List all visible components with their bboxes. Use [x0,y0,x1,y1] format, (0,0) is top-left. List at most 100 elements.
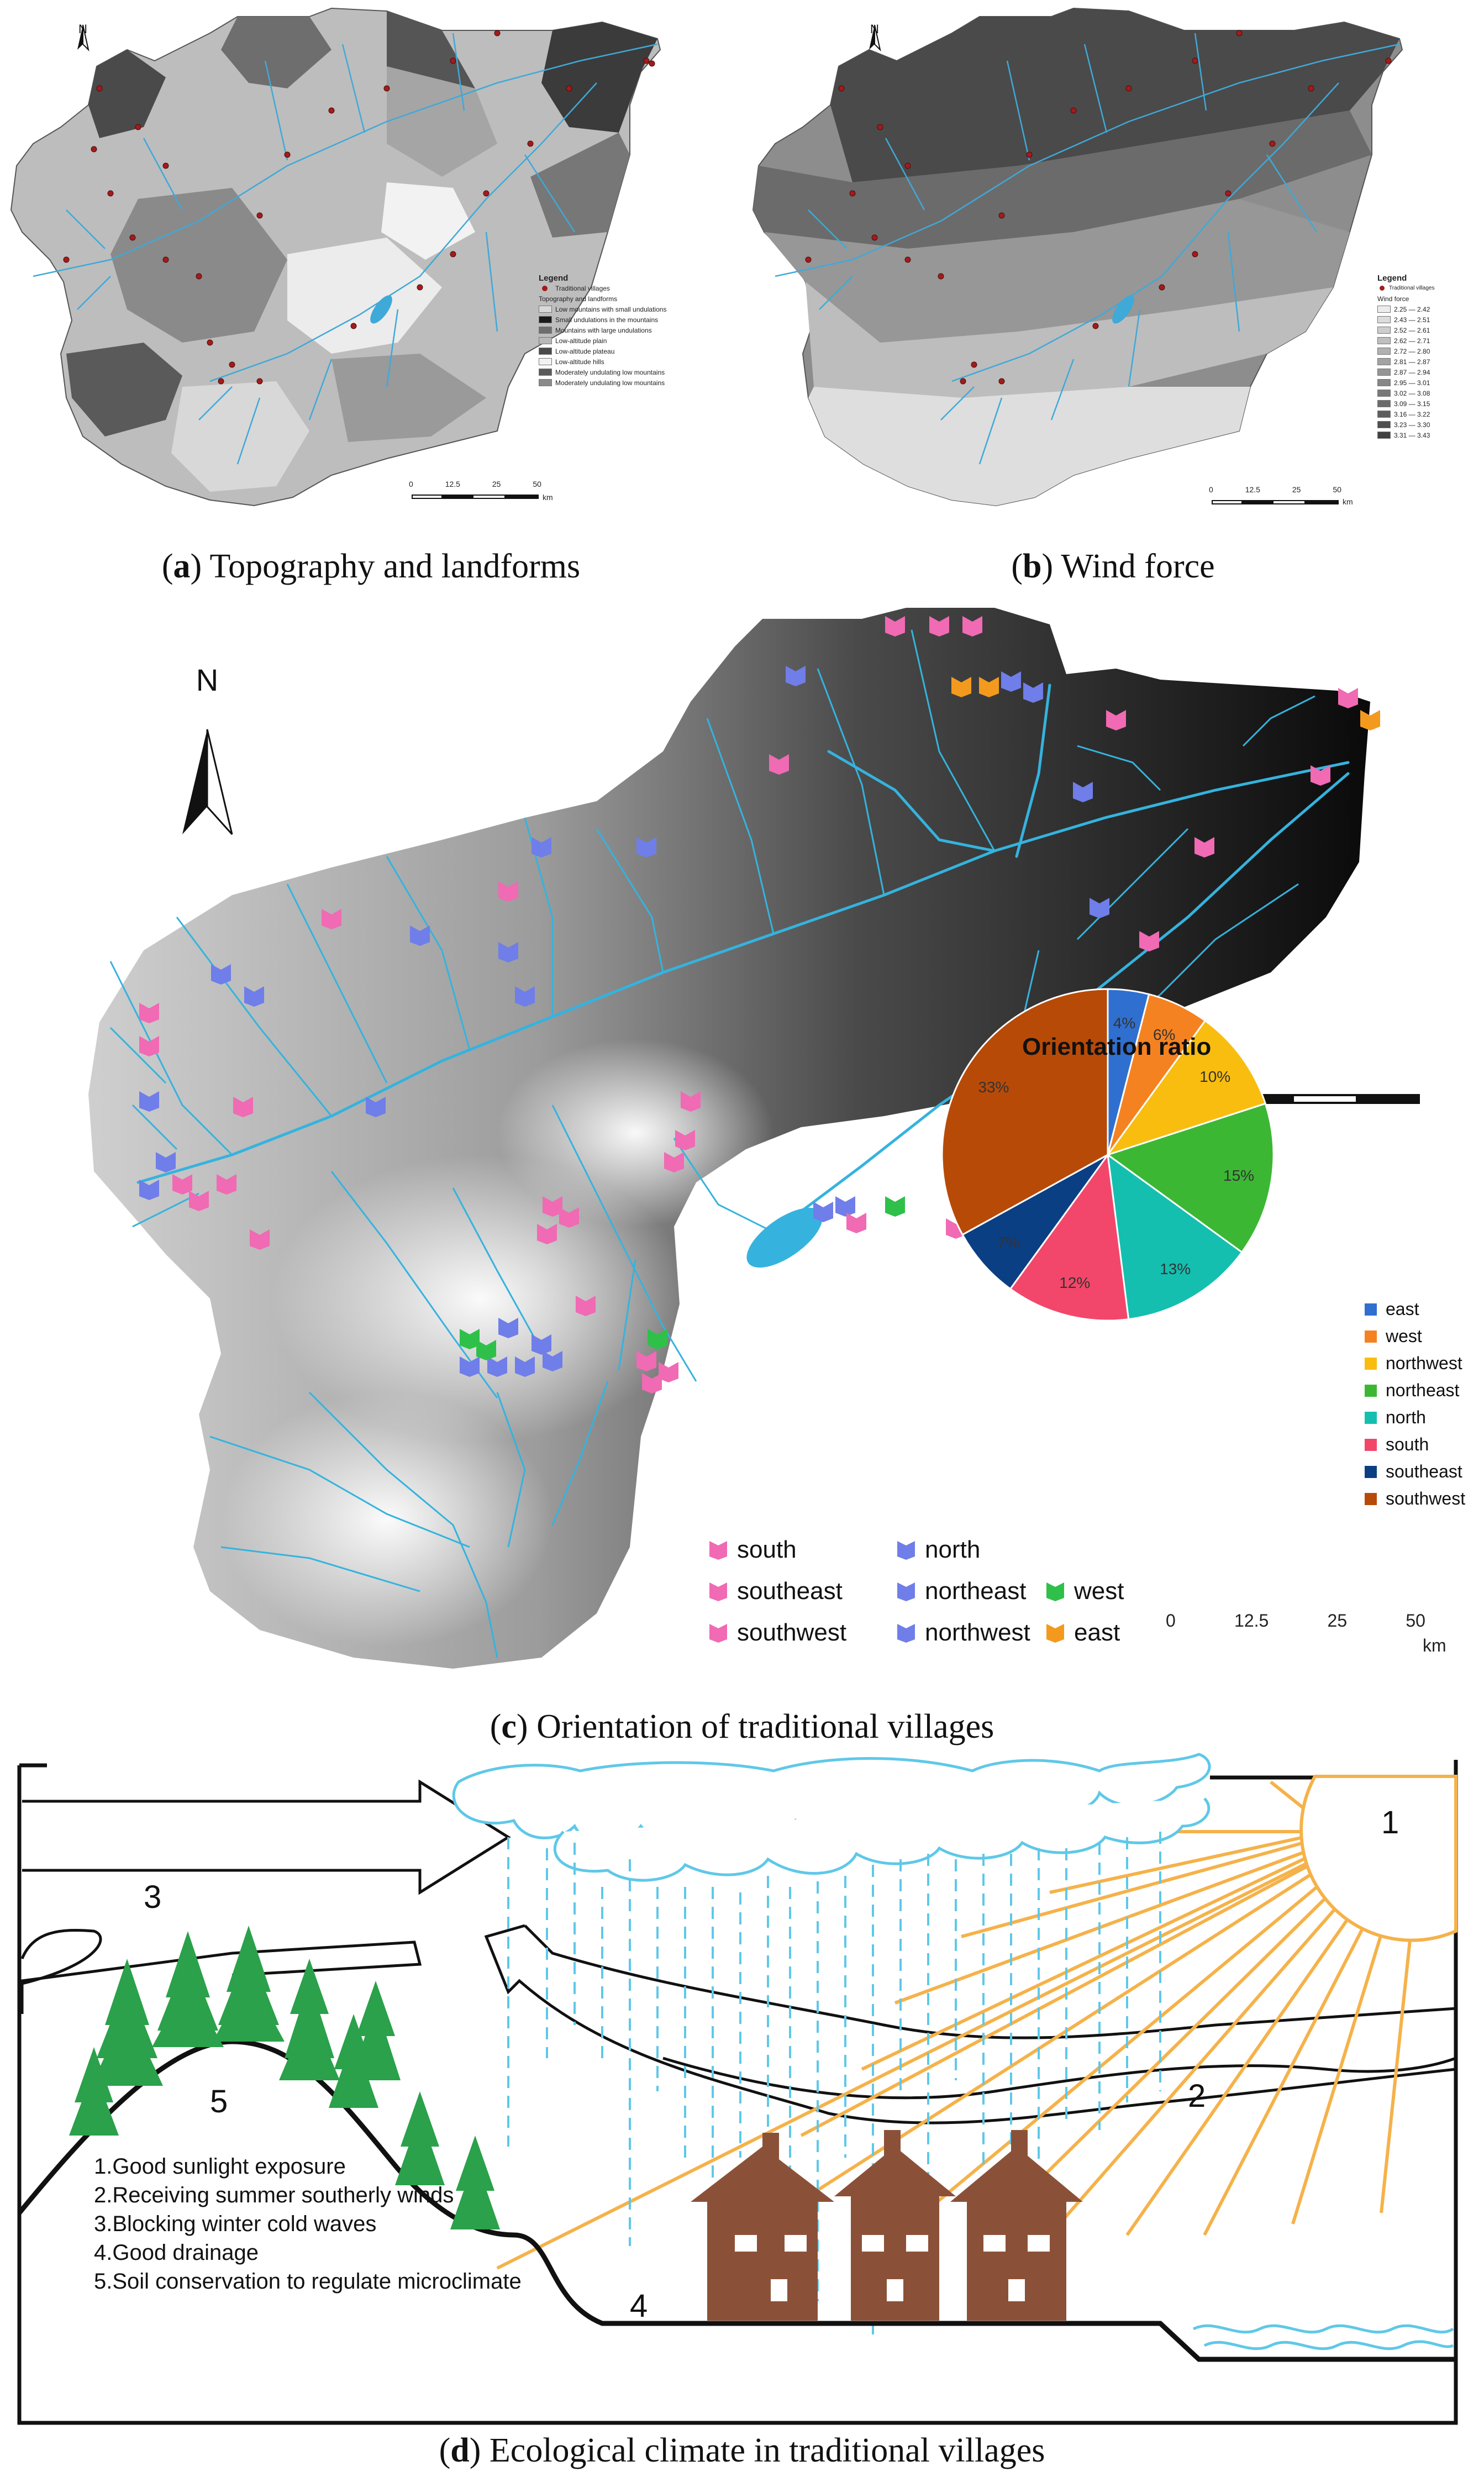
pie-legend-swatch [1365,1465,1377,1478]
label-number-4: 4 [630,2288,648,2324]
village-marker [813,1202,833,1222]
legend-label: 2.87 — 2.94 [1394,368,1430,376]
legend-b-category: Wind force [1377,294,1409,303]
village-marker [675,1130,695,1150]
village-marker [1106,710,1126,730]
village-marker [929,616,949,637]
pie-legend-label: east [1386,1299,1419,1319]
legend-row: 2.87 — 2.94 [1377,367,1434,377]
ecological-climate-diagram [17,1753,1458,2425]
pie-slice-southeast [961,1154,1109,1290]
legend-label: Low-altitude plateau [555,347,615,355]
legend-swatch [1377,337,1391,344]
orientation-arrow-icon [709,1541,727,1560]
legend-label: 2.52 — 2.61 [1394,326,1430,334]
village-marker [139,1091,159,1112]
village-marker [659,1362,678,1382]
orientation-legend: south north southeast northeast west southwes… [707,1536,1149,1658]
legend-label: Moderately undulating low mountains [555,378,665,387]
legend-label: 2.72 — 2.80 [1394,347,1430,355]
legend-label: 3.31 — 3.43 [1394,431,1430,439]
legend-a-villages: Traditional villages [555,284,610,292]
village-marker [786,666,806,686]
legend-label: Low mountains with small undulations [555,305,667,313]
legend-swatch [539,337,552,344]
village-marker [139,1180,159,1200]
village-marker [244,986,264,1007]
scale-unit-a: km [543,493,553,502]
orientation-legend-item: northeast [895,1577,1026,1605]
legend-row: Low-altitude plain [539,335,666,346]
legend-row: 3.31 — 3.43 [1377,430,1434,440]
village-marker [211,964,231,985]
pie-legend-label: southeast [1386,1461,1462,1481]
legend-label: 2.81 — 2.87 [1394,357,1430,366]
north-arrow [77,24,90,52]
village-marker [537,1224,557,1244]
legend-label: Low-altitude hills [555,357,604,366]
legend-swatch [1377,327,1391,334]
legend-swatch [1377,306,1391,313]
north-arrow-c [182,729,233,835]
village-marker [1139,931,1159,951]
pie-legend-label: south [1386,1434,1429,1454]
north-label-c: N [196,662,218,697]
legend-label: 2.62 — 2.71 [1394,336,1430,345]
legend-swatch [1377,379,1391,386]
orientation-legend-item: west [1044,1577,1124,1605]
pie-legend-label: west [1386,1326,1422,1346]
pie-legend-label: northwest [1386,1353,1462,1373]
winter-wind-arrow [22,1779,511,1895]
legend-row: 2.62 — 2.71 [1377,335,1434,346]
village-marker [139,1036,159,1056]
orientation-arrow-icon [897,1541,915,1560]
legend-swatch [1377,390,1391,397]
legend-row: Mountains with large undulations [539,325,666,335]
pie-slice-south [1009,1153,1130,1322]
label-number-1: 1 [1381,1805,1399,1840]
village-marker [846,1213,866,1233]
pie-legend-swatch [1365,1438,1377,1451]
caption-c: (c) Orientation of traditional villages [490,1708,994,1745]
legend-row: Small undulations in the mountains [539,314,666,325]
legend-swatch [539,327,552,334]
orientation-legend-label: west [1074,1577,1124,1605]
village-marker [460,1356,480,1377]
legend-row: 2.81 — 2.87 [1377,356,1434,367]
pie-slice-northeast [1106,1102,1275,1254]
legend-row: 2.25 — 2.42 [1377,304,1434,314]
north-label: N [78,22,87,36]
village-marker [835,1196,855,1217]
legend-swatch [1377,421,1391,428]
legend-swatch [539,369,552,376]
orientation-legend-label: northeast [925,1577,1027,1605]
village-marker [217,1174,236,1195]
north-label-b: N [870,22,879,36]
orientation-arrow-icon [709,1624,727,1643]
pie-legend-label: northeast [1386,1380,1460,1400]
legend-b-villages: Traditional villages [1389,285,1435,291]
label-number-5: 5 [210,2084,228,2120]
legend-label: 2.43 — 2.51 [1394,315,1430,324]
village-marker [636,1351,656,1371]
label-number-3: 3 [144,1879,162,1915]
legend-label: Mountains with large undulations [555,326,652,334]
pie-legend-label: southwest [1386,1489,1466,1508]
orientation-legend-label: southeast [737,1577,843,1605]
village-marker [885,616,905,637]
benefit-item: 3.Blocking winter cold waves [94,2212,377,2236]
orientation-legend-label: northwest [925,1619,1030,1646]
village-marker [233,1097,253,1117]
wind-force-map: N [752,7,1403,507]
village-marker [531,1334,551,1355]
village-marker [559,1207,579,1228]
legend-a-category: Topography and landforms [539,294,618,303]
orientation-arrow-icon [1046,1582,1064,1601]
legend-label: 3.02 — 3.08 [1394,389,1430,397]
pie-legend-label: north [1386,1407,1426,1427]
pie-legend-item: west [1365,1323,1465,1350]
pie-legend: east west northwest northeast north south sout… [1365,1296,1465,1512]
village-marker [979,677,999,697]
orientation-legend-label: east [1074,1619,1120,1646]
legend-label: 3.23 — 3.30 [1394,420,1430,429]
